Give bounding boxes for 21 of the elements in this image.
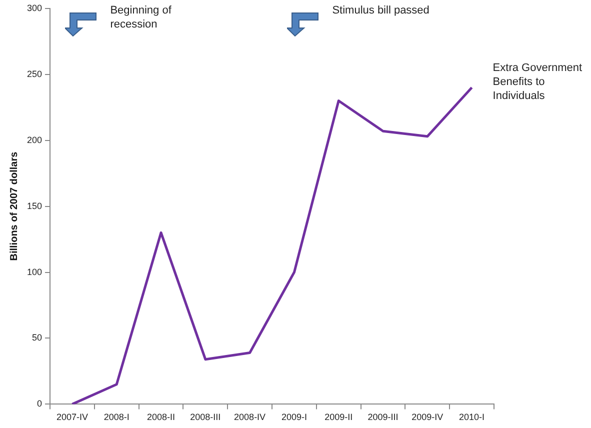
x-tick-label: 2009-IV	[412, 412, 444, 422]
y-tick-label: 300	[26, 2, 42, 13]
y-tick-label: 250	[26, 68, 42, 79]
y-tick-label: 150	[26, 200, 42, 211]
y-tick-label: 200	[26, 134, 42, 145]
series-label: Extra Government Benefits to Individuals	[492, 62, 582, 102]
x-tick-label: 2009-III	[368, 412, 398, 422]
x-tick-label: 2008-II	[146, 412, 176, 422]
x-tick-label: 2009-II	[324, 412, 353, 422]
annotation: Stimulus bill passed	[332, 4, 430, 17]
y-tick-label: 50	[32, 332, 42, 343]
x-tick-label: 2008-III	[190, 412, 221, 422]
x-tick-label: 2008-I	[104, 412, 130, 422]
y-axis-title: Billions of 2007 dollars	[8, 151, 20, 261]
y-tick-label: 0	[37, 398, 42, 409]
x-tick-label: 2010-I	[459, 412, 485, 422]
x-tick-label: 2008-IV	[234, 412, 266, 422]
y-tick-label: 100	[26, 266, 42, 277]
x-tick-label: 2009-I	[281, 412, 307, 422]
annotation: Beginning of recession	[110, 4, 172, 31]
x-tick-label: 2007-IV	[56, 412, 88, 422]
